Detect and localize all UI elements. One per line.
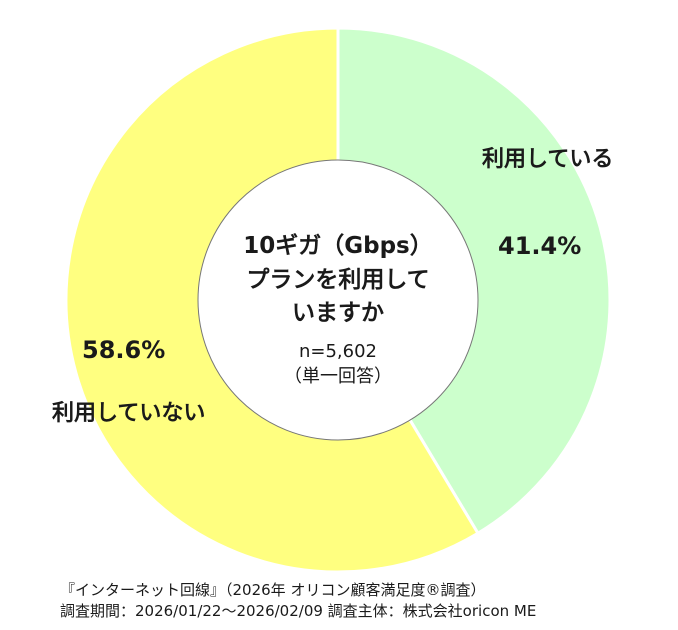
survey-period-note: 調査期間：2026/01/22～2026/02/09 調査主体：株式会社oric…: [60, 602, 537, 620]
center-question-line-3: いますか: [292, 300, 384, 326]
slice-label-using: 利用している: [482, 147, 613, 172]
survey-source-note: 『インターネット回線』（2026年 オリコン顧客満足度®調査）: [60, 581, 486, 599]
slice-label-not-using: 利用していない: [52, 401, 205, 426]
slice-value-not-using: 58.6%: [82, 336, 165, 364]
slice-value-using: 41.4%: [498, 232, 581, 260]
center-hole: [197, 159, 479, 441]
center-sample-size: n=5,602: [299, 341, 377, 362]
center-question-line-1: 10ギガ（Gbps）: [243, 232, 433, 259]
center-question-line-2: プランを利用して: [246, 267, 429, 293]
center-answer-type: （単一回答）: [284, 366, 392, 387]
